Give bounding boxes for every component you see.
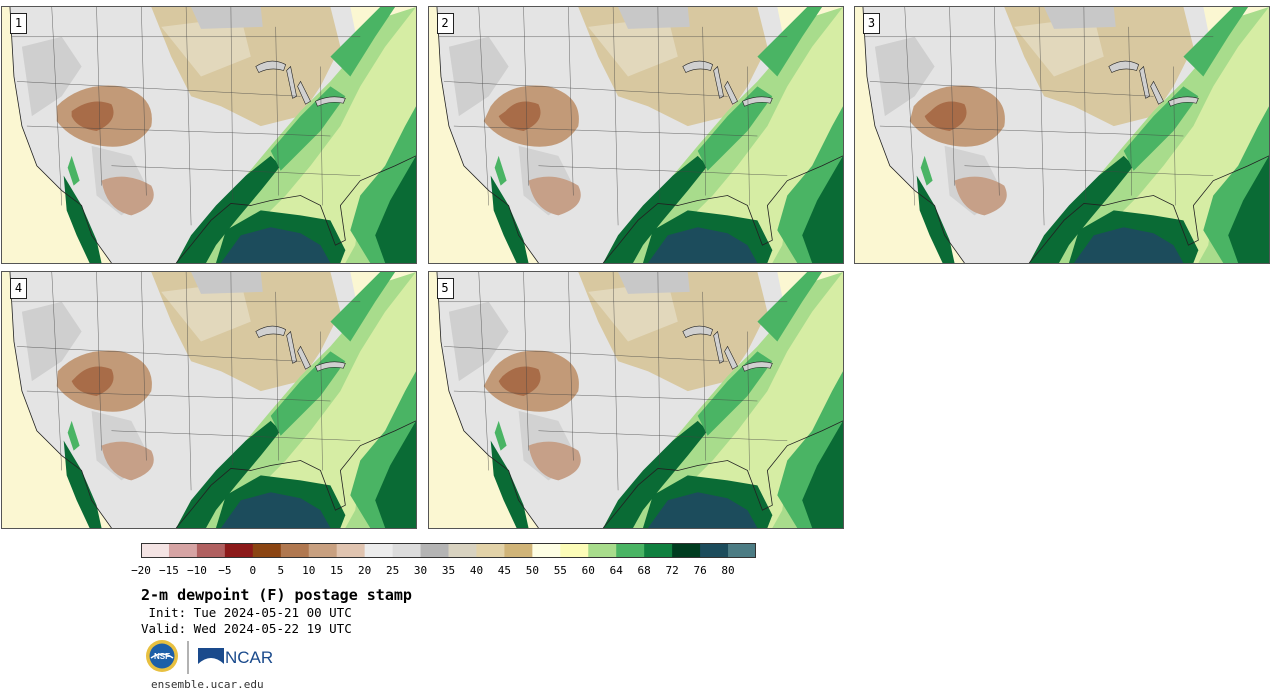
dewpoint-map bbox=[428, 7, 843, 263]
colorbar-tick-label: 76 bbox=[693, 564, 706, 577]
colorbar-tick-label: 72 bbox=[666, 564, 679, 577]
valid-time: Valid: Wed 2024-05-22 19 UTC bbox=[141, 621, 352, 636]
colorbar-tick-label: 15 bbox=[330, 564, 343, 577]
colorbar-tick-labels: −20 −15 −10 −5 0 5 10 15 20 25 30 35 40 45 50 55 60 64 68 7… bbox=[0, 560, 800, 580]
colorbar-segment bbox=[308, 543, 338, 558]
colorbar-tick-label: 80 bbox=[721, 564, 734, 577]
colorbar-segment bbox=[392, 543, 422, 558]
colorbar-tick-label: −10 bbox=[187, 564, 207, 577]
colorbar-segment bbox=[168, 543, 198, 558]
colorbar-tick-label: 20 bbox=[358, 564, 371, 577]
logos: NSF NCAR bbox=[145, 638, 285, 678]
colorbar-segment bbox=[336, 543, 366, 558]
colorbar-tick-label: 60 bbox=[582, 564, 595, 577]
ncar-logo-icon: NCAR bbox=[198, 648, 273, 667]
postage-stamp-panel-5: 5 bbox=[427, 271, 844, 529]
colorbar-svg bbox=[141, 543, 757, 558]
colorbar-segment bbox=[364, 543, 394, 558]
colorbar-segment bbox=[196, 543, 226, 558]
postage-stamp-panel-1: 1 bbox=[1, 6, 417, 264]
colorbar-tick-label: 50 bbox=[526, 564, 539, 577]
colorbar-tick-label: 10 bbox=[302, 564, 315, 577]
colorbar-segment bbox=[532, 543, 561, 558]
postage-stamp-panel-2: 2 bbox=[427, 6, 844, 264]
chart-title: 2-m dewpoint (F) postage stamp bbox=[141, 586, 412, 604]
dewpoint-map bbox=[2, 272, 416, 528]
colorbar-segment bbox=[224, 543, 254, 558]
colorbar-tick-label: 64 bbox=[610, 564, 624, 577]
colorbar-segment bbox=[280, 543, 310, 558]
member-number-label: 3 bbox=[863, 13, 880, 34]
colorbar-tick-label: 30 bbox=[414, 564, 427, 577]
colorbar-tick-label: 55 bbox=[554, 564, 567, 577]
colorbar-segment bbox=[672, 543, 701, 558]
colorbar-tick-label: 68 bbox=[638, 564, 651, 577]
colorbar-tick-label: 45 bbox=[498, 564, 511, 577]
colorbar-segment bbox=[476, 543, 505, 558]
colorbar-tick-label: 25 bbox=[386, 564, 399, 577]
member-number-label: 2 bbox=[436, 13, 454, 34]
colorbar-tick-label: −15 bbox=[159, 564, 179, 577]
init-time: Init: Tue 2024-05-21 00 UTC bbox=[141, 605, 352, 620]
dewpoint-map bbox=[428, 272, 843, 528]
colorbar-segment bbox=[700, 543, 729, 558]
dewpoint-map bbox=[855, 7, 1269, 263]
nsf-logo-text: NSF bbox=[154, 652, 170, 661]
colorbar-segment bbox=[588, 543, 617, 558]
colorbar-segment bbox=[504, 543, 533, 558]
postage-stamp-panel-3: 3 bbox=[854, 6, 1270, 264]
member-number-label: 1 bbox=[10, 13, 27, 34]
colorbar-tick-label: −20 bbox=[131, 564, 151, 577]
colorbar-segment bbox=[728, 543, 757, 558]
colorbar-segment bbox=[252, 543, 282, 558]
colorbar-segment bbox=[560, 543, 589, 558]
colorbar-segment bbox=[616, 543, 645, 558]
footer-url: ensemble.ucar.edu bbox=[151, 678, 264, 691]
colorbar-border bbox=[141, 543, 756, 558]
colorbar-tick-label: 5 bbox=[277, 564, 284, 577]
postage-stamp-panel-4: 4 bbox=[1, 271, 417, 529]
colorbar bbox=[141, 543, 757, 558]
member-number-label: 4 bbox=[10, 278, 27, 299]
colorbar-segment bbox=[448, 543, 477, 558]
colorbar-segment bbox=[644, 543, 673, 558]
colorbar-tick-label: −5 bbox=[218, 564, 231, 577]
nsf-logo-icon: NSF bbox=[146, 640, 178, 672]
colorbar-tick-label: 35 bbox=[442, 564, 455, 577]
member-number-label: 5 bbox=[436, 278, 454, 299]
colorbar-tick-label: 0 bbox=[250, 564, 257, 577]
dewpoint-map bbox=[2, 7, 416, 263]
ncar-logo-text: NCAR bbox=[225, 648, 273, 667]
colorbar-segment bbox=[420, 543, 449, 558]
colorbar-tick-label: 40 bbox=[470, 564, 483, 577]
colorbar-segment bbox=[141, 543, 170, 558]
